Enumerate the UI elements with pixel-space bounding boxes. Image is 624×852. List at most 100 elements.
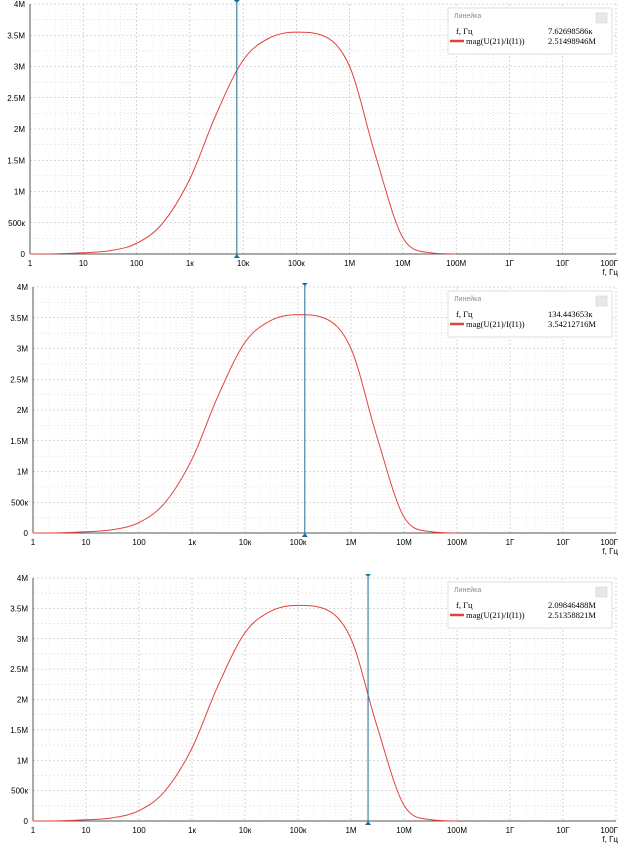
x-tick-label: 10Г xyxy=(556,259,570,268)
series-line xyxy=(32,314,458,534)
legend-series-label: mag(U(21)/I(I1)) xyxy=(466,36,525,46)
x-tick-label: 10к xyxy=(239,826,252,835)
x-tick-label: 10к xyxy=(239,538,252,547)
y-tick-label: 2.5М xyxy=(10,665,28,674)
x-tick-label: 10 xyxy=(79,259,88,268)
x-tick-label: 1Г xyxy=(506,826,515,835)
x-tick-label: 100к xyxy=(290,826,307,835)
legend-x-label: f, Гц xyxy=(456,26,473,36)
legend: Линейка f, Гц 2.09846488M mag(U(21)/I(I1)) 2… xyxy=(447,581,613,629)
legend-close-button[interactable] xyxy=(595,586,608,598)
chart-panel-1: 0 500к 1М 1.5М 2М 2.5М 3М 3.5М 4М 1 10 100 1к 10к 100к… xyxy=(0,0,624,282)
y-tick-label: 4М xyxy=(17,574,28,583)
chart-svg-3: 0 500к 1М 1.5М 2М 2.5М 3М 3.5М 4М 1 10 100 1к 10к 100к… xyxy=(10,574,619,844)
legend-series-label: mag(U(21)/I(I1)) xyxy=(466,319,525,329)
x-tick-label: 1Г xyxy=(505,259,514,268)
x-tick-label: 1М xyxy=(345,826,356,835)
y-tick-label: 500к xyxy=(11,787,28,796)
x-tick-label: 10 xyxy=(82,538,91,547)
x-tick-label: 10М xyxy=(395,259,411,268)
y-tick-label: 2М xyxy=(14,125,25,134)
y-tick-label: 1М xyxy=(17,756,28,765)
y-tick-label: 4М xyxy=(17,283,28,292)
y-tick-label: 4М xyxy=(14,0,25,9)
y-tick-label: 3М xyxy=(17,635,28,644)
x-tick-label: 100к xyxy=(290,538,307,547)
chart-svg-1: 0 500к 1М 1.5М 2М 2.5М 3М 3.5М 4М 1 10 100 1к 10к 100к… xyxy=(7,0,619,277)
x-tick-label: 100М xyxy=(446,259,466,268)
y-tick-label: 3М xyxy=(14,63,25,72)
legend-title: Линейка xyxy=(454,12,481,20)
y-tick-label: 1М xyxy=(17,468,28,477)
x-tick-label: 1М xyxy=(345,538,356,547)
legend-close-button[interactable] xyxy=(595,295,608,307)
y-tick-label: 0 xyxy=(24,817,29,826)
x-tick-label: 1к xyxy=(186,259,194,268)
x-tick-label: 100к xyxy=(288,259,305,268)
y-tick-label: 1.5М xyxy=(10,437,28,446)
x-axis-label: f, Гц xyxy=(602,547,618,556)
legend-close-button[interactable] xyxy=(595,12,608,24)
x-tick-label: 1 xyxy=(31,826,36,835)
legend-series-value: 2.51358821M xyxy=(548,610,596,620)
legend-title: Линейка xyxy=(454,586,481,594)
legend-x-value: 7.62698586к xyxy=(548,26,593,36)
x-tick-label: 1Г xyxy=(506,538,515,547)
x-tick-label: 1М xyxy=(344,259,355,268)
y-tick-label: 1.5М xyxy=(10,726,28,735)
y-tick-label: 1.5М xyxy=(7,156,25,165)
chart-panel-2: 0 500к 1М 1.5М 2М 2.5М 3М 3.5М 4М 1 10 100 1к 10к 100к… xyxy=(0,282,624,572)
y-tick-label: 500к xyxy=(8,219,25,228)
legend-x-value: 2.09846488M xyxy=(548,600,596,610)
x-tick-label: 100 xyxy=(132,538,146,547)
legend-title: Линейка xyxy=(454,295,481,303)
legend: Линейка f, Гц 134.443653к mag(U(21)/I(I1)) 3… xyxy=(447,290,613,338)
legend-series-value: 2.51498946M xyxy=(548,36,596,46)
y-tick-label: 0 xyxy=(21,250,26,259)
legend-series-value: 3.54212716M xyxy=(548,319,596,329)
x-tick-label: 1к xyxy=(188,538,196,547)
series-line xyxy=(32,604,458,822)
y-tick-label: 1М xyxy=(14,188,25,197)
y-tick-label: 2.5М xyxy=(7,94,25,103)
x-tick-label: 1 xyxy=(28,259,33,268)
cursor-bottom-marker[interactable] xyxy=(233,254,240,258)
cursor-bottom-marker[interactable] xyxy=(365,821,372,825)
y-tick-label: 500к xyxy=(11,498,28,507)
x-tick-label: 100Г xyxy=(600,538,618,547)
x-axis-label: f, Гц xyxy=(602,268,618,277)
y-tick-label: 2М xyxy=(17,696,28,705)
x-tick-label: 100М xyxy=(447,826,467,835)
chart-panel-3: 0 500к 1М 1.5М 2М 2.5М 3М 3.5М 4М 1 10 100 1к 10к 100к… xyxy=(0,572,624,852)
y-tick-label: 2М xyxy=(17,406,28,415)
cursor-top-marker[interactable] xyxy=(365,574,372,577)
y-tick-label: 3.5М xyxy=(10,604,28,613)
x-axis-label: f, Гц xyxy=(602,835,618,844)
x-tick-label: 100 xyxy=(130,259,144,268)
y-tick-label: 3М xyxy=(17,345,28,354)
x-tick-label: 10Г xyxy=(556,538,570,547)
y-tick-label: 3.5М xyxy=(10,314,28,323)
x-tick-label: 100М xyxy=(447,538,467,547)
legend-x-label: f, Гц xyxy=(456,600,473,610)
cursor-top-marker[interactable] xyxy=(301,283,308,286)
y-tick-label: 2.5М xyxy=(10,375,28,384)
cursor-bottom-marker[interactable] xyxy=(301,533,308,537)
y-tick-label: 0 xyxy=(24,529,29,538)
x-tick-label: 100Г xyxy=(600,259,618,268)
legend-box xyxy=(447,581,613,629)
x-tick-label: 10Г xyxy=(556,826,570,835)
x-tick-label: 10М xyxy=(396,826,412,835)
x-tick-label: 10М xyxy=(396,538,412,547)
x-tick-label: 10к xyxy=(237,259,250,268)
cursor-top-marker[interactable] xyxy=(233,0,240,3)
y-tick-label: 3.5М xyxy=(7,31,25,40)
x-tick-label: 100 xyxy=(132,826,146,835)
x-tick-label: 100Г xyxy=(600,826,618,835)
series-line xyxy=(29,31,457,255)
x-tick-label: 10 xyxy=(82,826,91,835)
legend-series-label: mag(U(21)/I(I1)) xyxy=(466,610,525,620)
x-tick-label: 1 xyxy=(31,538,36,547)
legend-x-label: f, Гц xyxy=(456,309,473,319)
legend-x-value: 134.443653к xyxy=(548,309,593,319)
